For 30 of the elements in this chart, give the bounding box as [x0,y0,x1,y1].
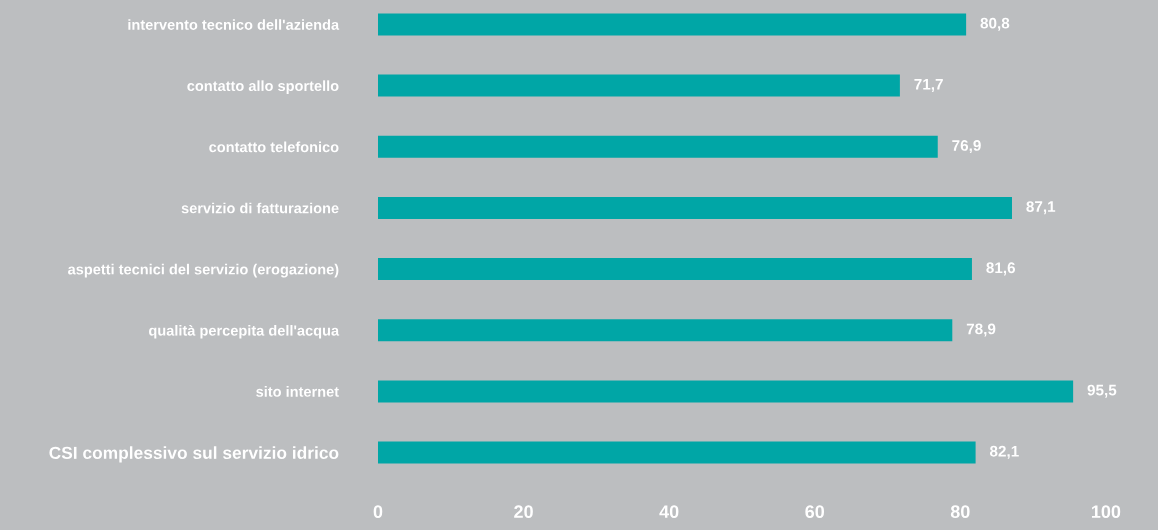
bar [377,74,900,97]
x-tick-label: 100 [1091,505,1121,519]
data-label: 87,1 [1026,201,1056,215]
bar [377,380,1074,403]
y-tick-label: CSI complessivo sul servizio idrico [49,446,339,463]
data-label: 81,6 [986,262,1016,276]
bar [377,196,1012,219]
y-tick-label: servizio di fatturazione [181,202,339,214]
bar [377,319,953,342]
data-label: 82,1 [989,445,1019,459]
x-tick-label: 80 [950,505,970,519]
y-tick-label: aspetti tecnici del servizio (erogazione) [68,263,339,278]
y-tick-label: contatto allo sportello [187,80,339,94]
y-tick-label: sito internet [256,386,339,397]
x-tick-label: 40 [659,505,679,519]
bar [377,13,967,36]
bar [377,441,976,464]
bar [377,135,938,158]
data-label: 95,5 [1087,384,1117,398]
x-tick-label: 20 [514,505,533,519]
y-tick-label: intervento tecnico dell'azienda [128,19,340,30]
x-tick-label: 0 [373,505,383,519]
data-label: 76,9 [952,140,981,154]
data-label: 80,8 [980,17,1010,31]
x-tick-label: 60 [805,505,825,519]
bar [377,258,972,281]
data-label: 71,7 [914,79,943,92]
y-tick-label: contatto telefonico [209,141,339,153]
y-tick-label: qualità percepita dell'acqua [149,324,340,339]
data-label: 78,9 [966,323,996,337]
